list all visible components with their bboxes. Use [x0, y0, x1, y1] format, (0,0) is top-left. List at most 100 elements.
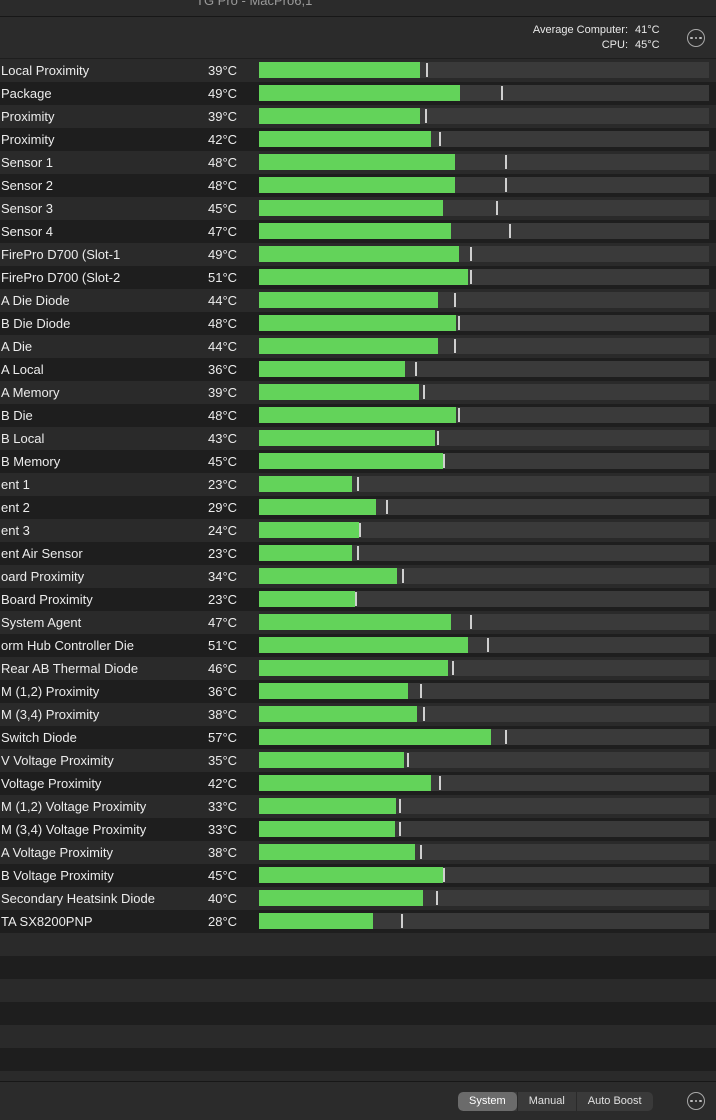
sensor-row[interactable]: System Agent 47°C: [0, 611, 716, 634]
sensor-row[interactable]: Sensor 3 45°C: [0, 197, 716, 220]
max-temperature-marker: [436, 891, 438, 905]
sensor-temperature: 29°C: [208, 500, 238, 515]
sensor-row[interactable]: Switch Diode 57°C: [0, 726, 716, 749]
sensor-row[interactable]: ent Air Sensor 23°C: [0, 542, 716, 565]
sensor-row[interactable]: Board Proximity 23°C: [0, 588, 716, 611]
sensor-temperature: 42°C: [208, 776, 238, 791]
average-value: 41°C: [635, 24, 660, 36]
sensor-temperature: 47°C: [208, 615, 238, 630]
mode-manual-button[interactable]: Manual: [516, 1092, 576, 1111]
sensor-row[interactable]: Proximity 39°C: [0, 105, 716, 128]
sensor-row[interactable]: B Die 48°C: [0, 404, 716, 427]
sensor-row[interactable]: Secondary Heatsink Diode 40°C: [0, 887, 716, 910]
sensor-row[interactable]: M (1,2) Voltage Proximity 33°C: [0, 795, 716, 818]
sensor-temperature: 38°C: [208, 845, 238, 860]
sensor-row[interactable]: Local Proximity 39°C: [0, 59, 716, 82]
sensor-name: B Die: [1, 408, 33, 423]
temperature-bar-fill: [259, 269, 468, 285]
sensor-temperature: 48°C: [208, 155, 238, 170]
sensor-row[interactable]: A Memory 39°C: [0, 381, 716, 404]
sensor-row[interactable]: A Die Diode 44°C: [0, 289, 716, 312]
sensor-row[interactable]: A Die 44°C: [0, 335, 716, 358]
temperature-bar: [259, 338, 709, 354]
sensor-name: ent 3: [1, 523, 30, 538]
temperature-bar: [259, 269, 709, 285]
sensor-row[interactable]: FirePro D700 (Slot-2 51°C: [0, 266, 716, 289]
sensor-temperature: 38°C: [208, 707, 238, 722]
sensor-row[interactable]: ent 3 24°C: [0, 519, 716, 542]
sensor-row[interactable]: B Die Diode 48°C: [0, 312, 716, 335]
temperature-bar-fill: [259, 867, 443, 883]
sensor-temperature: 43°C: [208, 431, 238, 446]
sensor-name: Proximity: [1, 109, 55, 124]
sensor-name: M (3,4) Voltage Proximity: [1, 822, 147, 837]
sensor-row[interactable]: B Memory 45°C: [0, 450, 716, 473]
sensor-name: System Agent: [1, 615, 82, 630]
sensor-name: Local Proximity: [1, 63, 90, 78]
temperature-bar-fill: [259, 246, 459, 262]
sensor-name: B Voltage Proximity: [1, 868, 114, 883]
sensor-row[interactable]: M (3,4) Voltage Proximity 33°C: [0, 818, 716, 841]
sensor-name: ent 1: [1, 477, 30, 492]
temperature-bar-fill: [259, 637, 468, 653]
more-options-icon[interactable]: [687, 29, 705, 47]
sensor-row[interactable]: oard Proximity 34°C: [0, 565, 716, 588]
sensor-row[interactable]: M (1,2) Proximity 36°C: [0, 680, 716, 703]
max-temperature-marker: [355, 592, 357, 606]
sensor-row[interactable]: Rear AB Thermal Diode 46°C: [0, 657, 716, 680]
temperature-bar-fill: [259, 660, 448, 676]
max-temperature-marker: [423, 707, 425, 721]
temperature-bar: [259, 131, 709, 147]
temperature-bar: [259, 407, 709, 423]
sensor-temperature: 44°C: [208, 339, 238, 354]
empty-row: [0, 956, 716, 979]
temperature-bar: [259, 476, 709, 492]
sensor-row[interactable]: orm Hub Controller Die 51°C: [0, 634, 716, 657]
sensor-row[interactable]: FirePro D700 (Slot-1 49°C: [0, 243, 716, 266]
max-temperature-marker: [357, 477, 359, 491]
temperature-bar-fill: [259, 821, 395, 837]
max-temperature-marker: [407, 753, 409, 767]
sensor-row[interactable]: Voltage Proximity 42°C: [0, 772, 716, 795]
sensor-row[interactable]: A Local 36°C: [0, 358, 716, 381]
mode-system-button[interactable]: System: [458, 1092, 517, 1111]
temperature-bar: [259, 499, 709, 515]
temperature-bar: [259, 775, 709, 791]
sensor-row[interactable]: ent 2 29°C: [0, 496, 716, 519]
temperature-bar-fill: [259, 407, 456, 423]
temperature-bar-fill: [259, 154, 455, 170]
temperature-bar: [259, 890, 709, 906]
empty-row: [0, 1002, 716, 1025]
max-temperature-marker: [401, 914, 403, 928]
sensor-row[interactable]: Package 49°C: [0, 82, 716, 105]
max-temperature-marker: [458, 408, 460, 422]
empty-row: [0, 1048, 716, 1071]
sensor-temperature: 44°C: [208, 293, 238, 308]
more-options-icon[interactable]: [687, 1092, 705, 1110]
sensor-name: ent 2: [1, 500, 30, 515]
sensor-row[interactable]: Sensor 4 47°C: [0, 220, 716, 243]
max-temperature-marker: [470, 247, 472, 261]
sensor-temperature: 48°C: [208, 178, 238, 193]
sensor-row[interactable]: A Voltage Proximity 38°C: [0, 841, 716, 864]
sensor-row[interactable]: TA SX8200PNP 28°C: [0, 910, 716, 933]
temperature-bar-fill: [259, 890, 423, 906]
mode-auto-boost-button[interactable]: Auto Boost: [575, 1092, 653, 1111]
sensor-row[interactable]: V Voltage Proximity 35°C: [0, 749, 716, 772]
max-temperature-marker: [426, 63, 428, 77]
sensor-row[interactable]: B Voltage Proximity 45°C: [0, 864, 716, 887]
temperature-bar-fill: [259, 522, 359, 538]
sensor-temperature: 49°C: [208, 86, 238, 101]
sensor-row[interactable]: M (3,4) Proximity 38°C: [0, 703, 716, 726]
temperature-bar: [259, 706, 709, 722]
max-temperature-marker: [487, 638, 489, 652]
sensor-row[interactable]: B Local 43°C: [0, 427, 716, 450]
max-temperature-marker: [420, 845, 422, 859]
max-temperature-marker: [437, 431, 439, 445]
sensor-row[interactable]: Sensor 1 48°C: [0, 151, 716, 174]
temperature-bar: [259, 637, 709, 653]
sensor-row[interactable]: Sensor 2 48°C: [0, 174, 716, 197]
sensor-row[interactable]: ent 1 23°C: [0, 473, 716, 496]
temperature-bar-fill: [259, 545, 352, 561]
sensor-row[interactable]: Proximity 42°C: [0, 128, 716, 151]
